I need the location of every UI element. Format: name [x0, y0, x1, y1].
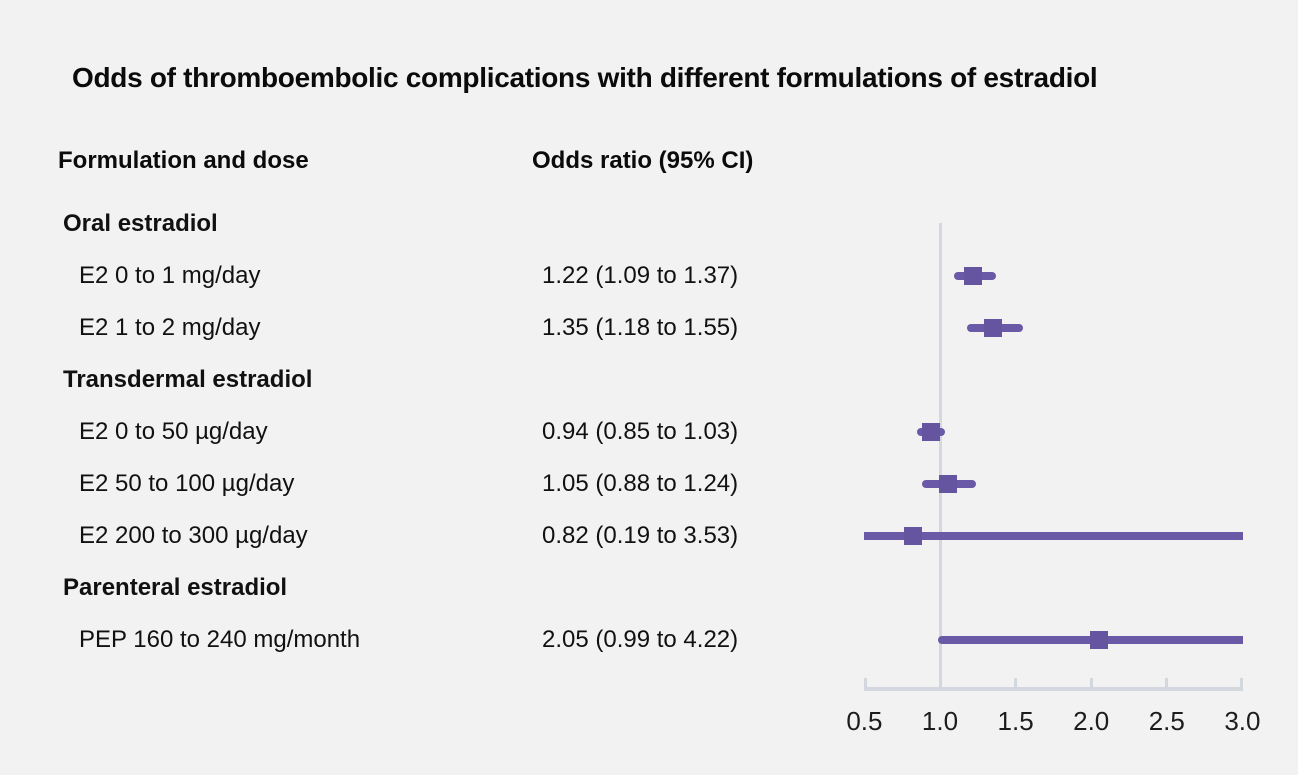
column-header-formulation: Formulation and dose [58, 147, 309, 174]
x-axis-tick [1240, 678, 1243, 687]
x-axis-tick-label: 3.0 [1224, 706, 1261, 736]
ci-line [864, 532, 1243, 540]
x-axis-tick-label: 1.0 [921, 706, 959, 736]
odds-ratio-marker [983, 319, 1002, 337]
row-odds-ratio-value: 0.82 (0.19 to 3.53) [542, 522, 739, 549]
x-axis-tick-label: 1.5 [997, 706, 1034, 736]
column-header-odds-ratio: Odds ratio (95% CI) [532, 147, 754, 174]
x-axis-tick [1014, 678, 1018, 687]
row-label: E2 50 to 100 µg/day [79, 470, 295, 497]
row-odds-ratio-value: 1.35 (1.18 to 1.55) [542, 314, 739, 341]
row-label: PEP 160 to 240 mg/month [79, 626, 361, 653]
row-odds-ratio-value: 2.05 (0.99 to 4.22) [542, 626, 739, 653]
row-odds-ratio-value: 0.94 (0.85 to 1.03) [542, 418, 739, 445]
chart-title: Odds of thromboembolic complications wit… [72, 62, 1098, 93]
odds-ratio-marker [903, 527, 922, 545]
odds-ratio-marker [938, 475, 957, 493]
x-axis-tick [1089, 678, 1093, 687]
row-label: E2 1 to 2 mg/day [79, 314, 261, 341]
x-axis-tick [864, 678, 867, 687]
reference-line [938, 223, 942, 690]
x-axis-tick-label: 2.0 [1073, 706, 1110, 736]
row-odds-ratio-value: 1.22 (1.09 to 1.37) [542, 262, 739, 289]
x-axis-tick [1165, 678, 1169, 687]
x-axis-tick-label: 2.5 [1148, 706, 1185, 736]
x-axis-tick-label: 0.5 [846, 706, 883, 736]
x-axis-line [864, 687, 1243, 691]
section-label: Parenteral estradiol [63, 574, 288, 601]
odds-ratio-marker [921, 423, 940, 441]
row-label: E2 200 to 300 µg/day [79, 522, 308, 549]
row-label: E2 0 to 1 mg/day [79, 262, 261, 289]
section-label: Oral estradiol [63, 210, 218, 237]
row-odds-ratio-value: 1.05 (0.88 to 1.24) [542, 470, 739, 497]
section-label: Transdermal estradiol [63, 366, 313, 393]
row-label: E2 0 to 50 µg/day [79, 418, 268, 445]
odds-ratio-marker [964, 267, 983, 285]
odds-ratio-marker [1089, 631, 1108, 649]
x-axis-tick [938, 678, 942, 687]
